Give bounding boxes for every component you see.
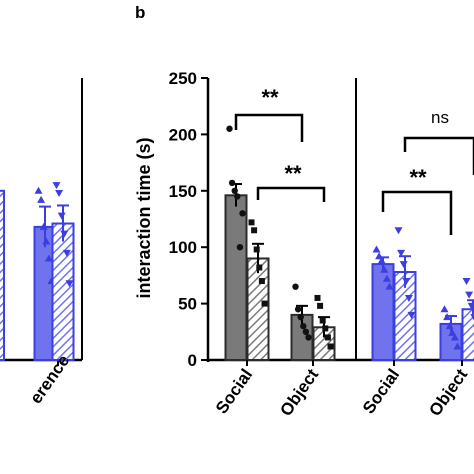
- significance-label: **: [261, 85, 279, 110]
- blue-object-solid-data-point: [448, 328, 457, 336]
- gray-social-hatched-data-point: [258, 278, 265, 285]
- blue-social-solid-data-point: [372, 245, 381, 253]
- gray-object-solid-data-point: [300, 322, 307, 330]
- blue-social-solid-data-point: [380, 265, 389, 273]
- y-tick-label: 250: [169, 69, 197, 88]
- gray-social-hatched-bar: [246, 257, 270, 362]
- gray-object-solid-data-point: [294, 306, 302, 313]
- blue-object-hatched-data-point: [462, 278, 471, 286]
- y-tick-label: 100: [169, 238, 197, 257]
- left-hatched-data-point: [52, 182, 61, 190]
- y-tick-label: 150: [169, 182, 197, 201]
- gray-social-solid-data-point: [228, 179, 236, 187]
- blue-social-solid-data-point: [375, 252, 384, 260]
- gray-object-solid-data-point: [292, 283, 299, 290]
- left-solid-data-point: [44, 254, 53, 262]
- blue-social-hatched-data-point: [397, 249, 406, 257]
- significance-label: **: [409, 165, 427, 190]
- blue-social-solid-data-point: [385, 282, 394, 290]
- gray-social-solid-bar: [224, 194, 248, 361]
- blue-object-solid-data-point: [445, 322, 454, 330]
- left-hatched-bar: [51, 222, 75, 361]
- gray-social-solid-data-point: [231, 187, 238, 194]
- gray-object-hatched-data-point: [322, 325, 329, 332]
- y-tick-label: 200: [169, 125, 197, 144]
- gray-social-hatched-data-point: [251, 227, 258, 234]
- blue-object-solid-data-point: [453, 342, 462, 350]
- significance-bracket: [234, 113, 304, 142]
- x-tick-label: Object: [425, 365, 471, 420]
- blue-object-hatched-data-point: [470, 314, 474, 321]
- significance-bracket: [381, 190, 453, 235]
- blue-object-solid-data-point: [450, 333, 459, 341]
- gray-object-hatched-data-point: [324, 334, 331, 341]
- gray-social-hatched-data-point: [253, 246, 260, 253]
- gray-object-solid-data-point: [302, 328, 310, 335]
- blue-social-solid-data-point: [377, 256, 386, 264]
- gray-social-solid-data-point: [234, 193, 241, 200]
- left-hatched-data-point: [60, 230, 69, 238]
- left-hatched-data-point: [62, 249, 71, 257]
- chart-marks: 0 50 100 150 200 250 Social Object Social Object *…: [0, 69, 474, 420]
- blue-object-hatched-data-point: [467, 302, 474, 310]
- gray-social-solid-data-point: [226, 125, 233, 132]
- blue-social-solid-data-point: [382, 274, 391, 282]
- gray-object-hatched-data-point: [319, 317, 326, 324]
- y-tick-label: 0: [188, 351, 197, 370]
- blue-social-hatched-data-point: [402, 278, 411, 286]
- panel-label: b: [135, 3, 145, 22]
- gray-object-hatched-data-point: [327, 343, 334, 350]
- blue-object-solid-data-point: [440, 305, 449, 313]
- left-hatched-data-point: [57, 212, 66, 220]
- blue-object-solid-data-point: [443, 313, 452, 321]
- blue-social-hatched-data-point: [407, 311, 416, 319]
- blue-social-hatched-data-point: [394, 227, 403, 235]
- left-hatched-data-point: [65, 280, 74, 288]
- left-solid-data-point: [34, 186, 43, 194]
- y-axis-label: interaction time (s): [134, 137, 154, 298]
- left-hatched-data-point: [55, 190, 64, 198]
- gray-object-solid-data-point: [305, 334, 312, 341]
- y-tick-label: 50: [178, 295, 197, 314]
- gray-social-solid-data-point: [239, 210, 246, 217]
- left-edge-partial-bar: [0, 189, 5, 361]
- gray-social-hatched-data-point: [248, 219, 255, 226]
- left-solid-data-point: [39, 222, 48, 230]
- gray-social-hatched-data-point: [261, 300, 268, 307]
- significance-label: ns: [431, 108, 449, 127]
- gray-social-hatched-data-point: [256, 264, 263, 271]
- left-solid-data-point: [37, 195, 46, 203]
- left-solid-data-point: [42, 237, 51, 245]
- gray-object-hatched-data-point: [314, 294, 321, 301]
- x-tick-label: Social: [212, 365, 256, 417]
- x-tick-label: Social: [359, 365, 403, 417]
- blue-social-hatched-data-point: [399, 261, 408, 269]
- blue-social-hatched-data-point: [404, 294, 413, 302]
- significance-bracket: [403, 136, 474, 175]
- gray-social-solid-data-point: [236, 244, 244, 251]
- gray-object-hatched-data-point: [317, 302, 324, 309]
- blue-social-solid-bar: [371, 263, 395, 361]
- significance-label: **: [284, 161, 302, 186]
- blue-object-hatched-data-point: [465, 291, 474, 299]
- x-tick-label: Object: [276, 365, 322, 420]
- significance-bracket: [256, 186, 326, 202]
- gray-object-solid-data-point: [297, 313, 304, 321]
